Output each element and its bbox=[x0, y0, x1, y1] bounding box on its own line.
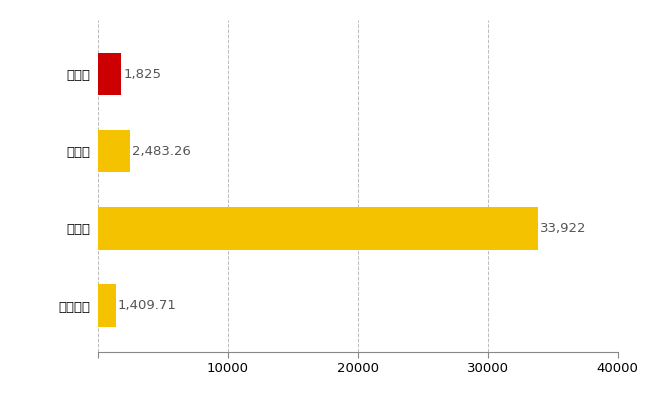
Bar bbox=[98, 53, 121, 95]
Bar bbox=[98, 284, 116, 327]
Bar bbox=[98, 130, 130, 172]
Text: 1,409.71: 1,409.71 bbox=[118, 299, 177, 312]
Text: 2,483.26: 2,483.26 bbox=[132, 145, 190, 158]
Text: 1,825: 1,825 bbox=[124, 68, 161, 80]
Text: 33,922: 33,922 bbox=[540, 222, 587, 235]
Bar bbox=[98, 207, 538, 250]
